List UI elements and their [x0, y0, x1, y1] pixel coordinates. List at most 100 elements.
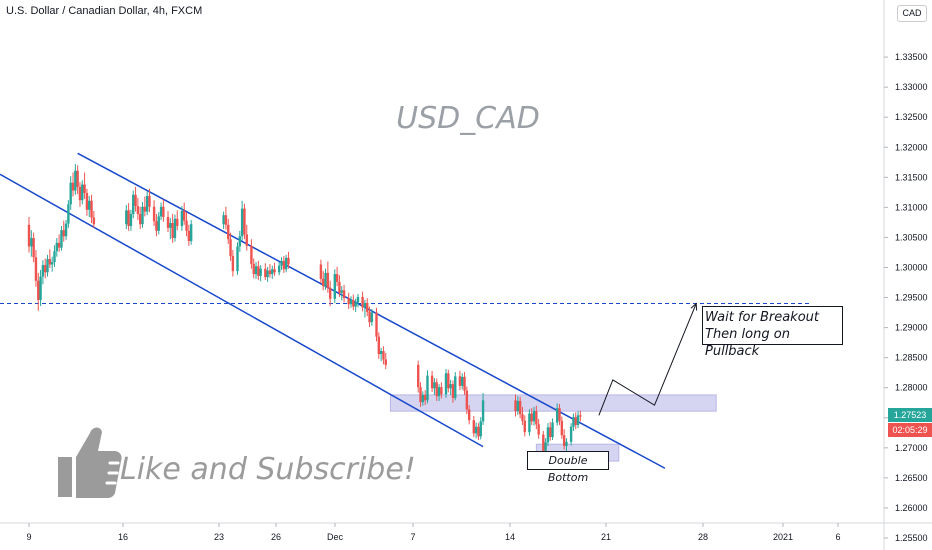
time-axis[interactable]: 9 16 23 26 Dec 7 14 21 28 2021 6: [0, 522, 932, 542]
time-tick-label: 16: [118, 532, 128, 542]
candle-body: [273, 269, 276, 273]
candle: [514, 394, 517, 417]
candle: [83, 172, 86, 199]
candle: [461, 373, 464, 390]
candle-body: [266, 270, 269, 278]
candle-body: [368, 311, 371, 323]
candle: [64, 220, 68, 240]
candle-body: [238, 236, 242, 247]
candle-body: [92, 217, 96, 225]
candle: [354, 298, 357, 312]
candle-body: [271, 269, 274, 275]
candle: [78, 182, 82, 207]
candle: [324, 268, 327, 290]
candle-body: [74, 170, 77, 191]
candle: [370, 308, 374, 326]
candle-body: [148, 195, 151, 207]
candle-body: [245, 234, 248, 246]
candle: [254, 262, 258, 279]
candle: [67, 200, 70, 228]
candle: [34, 250, 38, 287]
candle: [454, 372, 457, 401]
candle-body: [458, 376, 462, 386]
candle-body: [64, 223, 68, 237]
candle-body: [171, 223, 174, 239]
candle-body: [136, 206, 140, 214]
candle: [458, 370, 462, 391]
price-tick-label: 1.33500: [895, 52, 928, 62]
candle: [125, 204, 128, 230]
candle: [129, 209, 133, 231]
candle: [136, 197, 140, 220]
candle: [521, 406, 524, 425]
candle-body: [159, 206, 163, 217]
candle-body: [535, 411, 538, 425]
candle: [259, 265, 262, 282]
price-axis[interactable]: 1.255001.260001.265001.270001.275001.280…: [883, 0, 928, 550]
candle-body: [440, 387, 443, 395]
candle-body: [328, 287, 332, 299]
candle: [435, 378, 438, 401]
time-tick-label: 7: [410, 532, 415, 542]
like-subscribe-text: Like and Subscribe!: [120, 452, 416, 487]
candle-body: [60, 230, 63, 248]
price-tick-label: 1.30000: [895, 262, 928, 272]
candle-body: [537, 424, 540, 435]
candle-body: [572, 417, 575, 427]
candle: [266, 266, 269, 282]
candle: [139, 206, 142, 230]
candle: [92, 210, 96, 228]
candle: [39, 269, 42, 306]
candle-body: [361, 296, 364, 308]
candle-body: [467, 409, 471, 421]
candle-body: [134, 194, 137, 207]
candle-body: [347, 298, 350, 305]
candle: [558, 403, 561, 425]
candle: [356, 293, 360, 308]
candle: [157, 212, 160, 235]
candle-body: [562, 435, 566, 447]
candle: [145, 191, 149, 216]
candle: [243, 203, 246, 240]
candle-body: [514, 400, 517, 412]
candle-body: [236, 246, 239, 272]
candle-body: [465, 390, 469, 410]
candle: [37, 272, 40, 311]
candle-body: [132, 194, 135, 214]
candle: [271, 265, 274, 279]
candle: [579, 410, 582, 422]
candle-body: [169, 223, 172, 228]
candle-body: [240, 208, 244, 237]
candle-body: [370, 312, 374, 323]
symbol-title[interactable]: U.S. Dollar / Canadian Dollar, 4h, FXCM: [6, 5, 203, 17]
candle: [280, 257, 283, 270]
candle: [57, 234, 61, 252]
candle-body: [166, 216, 170, 228]
candle: [335, 266, 339, 287]
candle-body: [162, 206, 165, 217]
candle-body: [39, 276, 42, 300]
candle-body: [433, 382, 436, 389]
price-tick-label: 1.28000: [895, 383, 928, 393]
candlestick-series: [27, 164, 582, 456]
price-tick-label: 1.31500: [895, 172, 928, 182]
candle: [245, 224, 248, 251]
candle: [273, 262, 276, 276]
candle: [180, 206, 184, 231]
candle-body: [444, 373, 448, 395]
candle-body: [27, 224, 31, 247]
candle: [264, 263, 267, 281]
candle: [159, 202, 163, 220]
candle: [189, 220, 193, 245]
candle-body: [565, 441, 568, 447]
candle: [134, 186, 137, 212]
candle-body: [451, 384, 455, 398]
currency-badge[interactable]: CAD: [897, 5, 927, 22]
candle: [76, 165, 79, 195]
candle: [430, 370, 434, 392]
candle-body: [461, 376, 464, 386]
candle: [556, 403, 559, 426]
price-tick-label: 1.29500: [895, 293, 928, 303]
candle-body: [375, 312, 378, 337]
